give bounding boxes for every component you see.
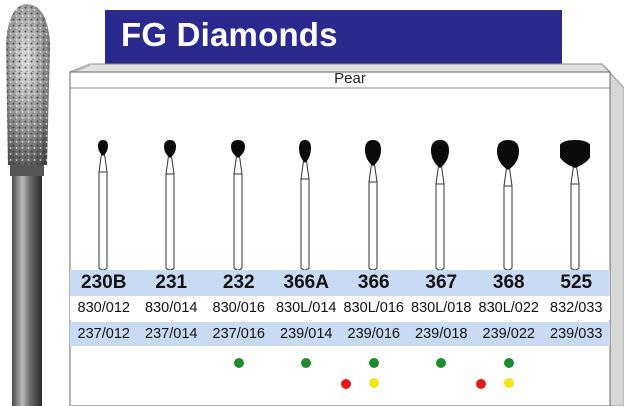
bur-number: 230B	[81, 272, 127, 293]
bur-366	[364, 140, 381, 271]
page-title: FG Diamonds	[121, 16, 338, 53]
bur-photo-image	[6, 4, 50, 406]
iso-code: 830/016	[212, 300, 265, 316]
yellow-dot-indicator	[503, 378, 514, 388]
bur-525	[560, 140, 591, 271]
red-dot-indicator	[475, 379, 486, 389]
bur-number: 231	[155, 272, 188, 293]
bur-number: 368	[492, 272, 525, 293]
bur-number: 367	[425, 272, 458, 293]
bur-number: 366A	[283, 272, 329, 293]
iso-code: 830L/022	[478, 300, 539, 316]
iso-code: 239/016	[347, 326, 400, 342]
iso-code: 239/018	[415, 326, 468, 342]
iso-code: 830/012	[77, 300, 130, 316]
bur-number-row: 230B 231 232 366A 366 367 368 525	[70, 270, 610, 296]
iso-code: 237/014	[145, 326, 198, 342]
bur-230B	[97, 140, 108, 271]
iso-code: 239/033	[550, 326, 603, 342]
green-dot-indicator	[436, 358, 447, 368]
yellow-dot-indicator	[368, 378, 379, 388]
bur-367	[431, 140, 450, 271]
title-banner: FG Diamonds	[105, 10, 562, 64]
iso-code: 830L/018	[411, 300, 472, 316]
iso-code: 830L/014	[276, 300, 337, 316]
green-dot-indicator	[503, 358, 514, 368]
bur-number: 525	[560, 272, 593, 293]
iso-code: 237/012	[77, 326, 130, 342]
green-dot-indicator	[301, 358, 312, 368]
red-dot-indicator	[340, 379, 351, 389]
bur-number: 366	[357, 272, 390, 293]
box-frame	[69, 63, 624, 406]
bur-368	[496, 140, 519, 271]
product-box: Pear 230B 231 232 366A 366 367 368 525 830/012 8…	[62, 62, 624, 406]
iso-code: 239/014	[280, 326, 333, 342]
shape-label: Pear	[334, 70, 366, 87]
green-dot-indicator	[368, 358, 379, 368]
iso-code: 830L/016	[343, 300, 404, 316]
iso-code: 832/033	[550, 300, 603, 316]
bur-366A	[299, 140, 312, 271]
iso-code: 239/022	[482, 326, 535, 342]
iso-code: 237/016	[212, 326, 265, 342]
iso-code-row-1: 830/012 830/014 830/016 830L/014 830L/016 830…	[70, 296, 610, 320]
iso-code: 830/014	[145, 300, 198, 316]
bur-number: 232	[222, 272, 255, 293]
green-dot-indicator	[233, 358, 244, 368]
bur-232	[230, 140, 245, 271]
bur-231	[164, 140, 177, 271]
iso-code-row-2: 237/012 237/014 237/016 239/014 239/016 239/0…	[70, 322, 610, 346]
